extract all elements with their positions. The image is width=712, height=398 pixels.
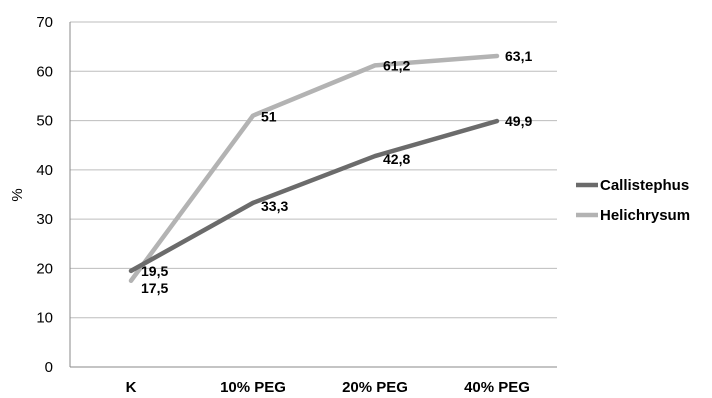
legend-label-helichrysum: Helichrysum [600, 207, 690, 224]
data-label: 61,2 [383, 57, 410, 73]
legend: Callistephus Helichrysum [576, 177, 690, 224]
x-tick-label: 40% PEG [464, 379, 530, 396]
y-tick-label: 60 [36, 63, 53, 80]
x-tick-labels: K 10% PEG 20% PEG 40% PEG [126, 379, 530, 396]
y-tick-label: 0 [45, 359, 53, 376]
data-label: 17,5 [141, 280, 168, 296]
gridlines [70, 21, 557, 319]
y-axis-label: % [9, 188, 26, 201]
series-line-callistephus [128, 118, 500, 274]
series-line-helichrysum [128, 53, 500, 283]
x-tick-label: K [126, 379, 137, 396]
y-tick-label: 70 [36, 14, 53, 31]
data-label: 33,3 [261, 198, 288, 214]
y-tick-label: 40 [36, 162, 53, 179]
data-label: 63,1 [505, 48, 532, 64]
data-label: 49,9 [505, 113, 532, 129]
data-label: 51 [261, 109, 277, 125]
series-lines [128, 53, 500, 283]
y-tick-label: 50 [36, 113, 53, 130]
legend-label-callistephus: Callistephus [600, 177, 689, 194]
data-labels: 19,5 33,3 42,8 49,9 17,5 51 61,2 63,1 [141, 48, 532, 296]
y-tick-labels: 0 10 20 30 40 50 60 70 [36, 14, 53, 376]
data-label: 19,5 [141, 263, 168, 279]
y-tick-label: 20 [36, 260, 53, 277]
y-tick-label: 30 [36, 211, 53, 228]
data-label: 42,8 [383, 151, 410, 167]
axes [69, 22, 557, 368]
y-tick-label: 10 [36, 310, 53, 327]
x-tick-label: 20% PEG [342, 379, 408, 396]
x-tick-label: 10% PEG [220, 379, 286, 396]
